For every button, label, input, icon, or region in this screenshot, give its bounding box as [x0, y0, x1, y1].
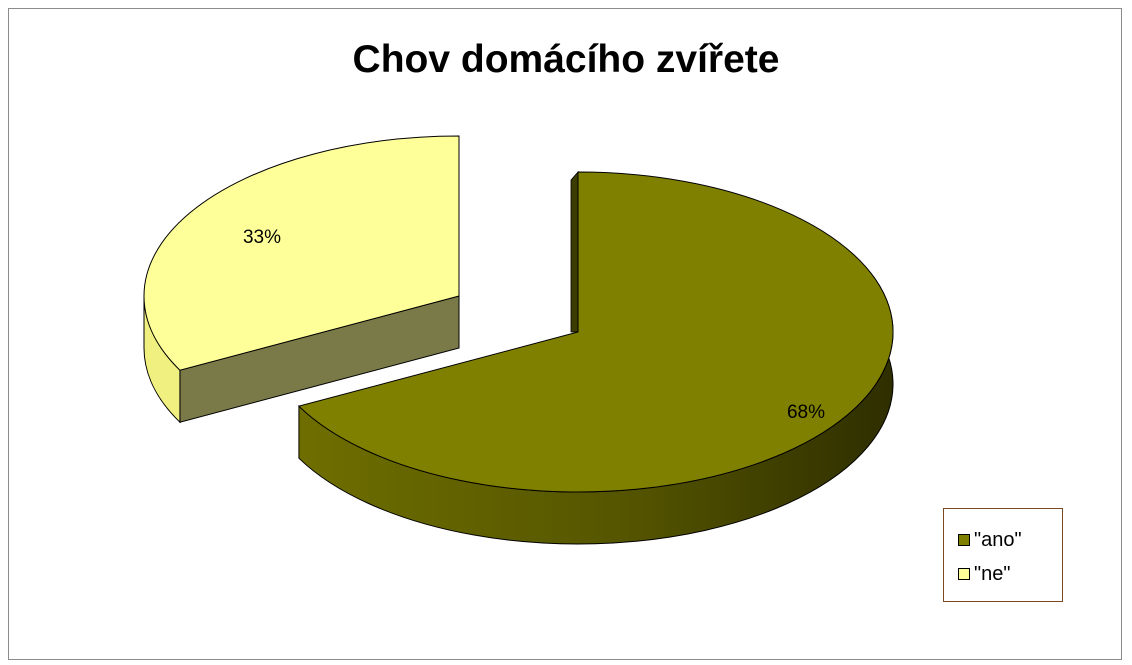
- legend-swatch-ne: [958, 568, 970, 580]
- legend-swatch-ano: [958, 534, 970, 546]
- legend-label-ano: "ano": [974, 528, 1022, 551]
- legend-entry-ne: "ne": [958, 562, 1010, 586]
- slice-ne: [143, 135, 460, 371]
- slice-ano-cut-face: [570, 170, 579, 333]
- chart-title: Chov domácího zvířete: [352, 38, 780, 81]
- chart-legend: "ano" "ne": [943, 508, 1063, 602]
- data-label-ano: 68%: [787, 402, 825, 423]
- legend-label-ne: "ne": [974, 562, 1011, 585]
- slice-ano: [297, 171, 894, 493]
- legend-entry-ano: "ano": [958, 528, 1022, 552]
- data-label-ne: 33%: [243, 227, 281, 248]
